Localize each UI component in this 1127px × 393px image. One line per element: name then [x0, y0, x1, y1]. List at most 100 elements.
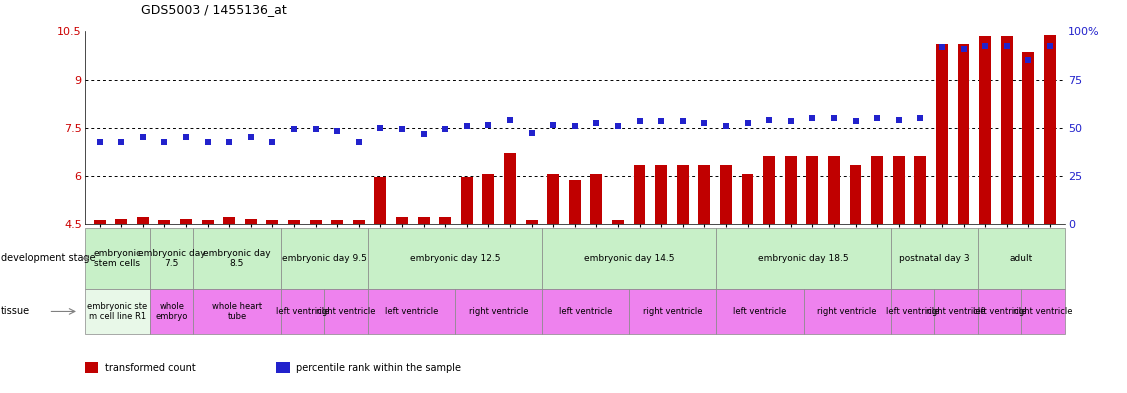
Bar	[591, 174, 602, 224]
Point	[436, 126, 454, 132]
Bar	[461, 178, 472, 224]
Text: development stage: development stage	[1, 253, 96, 263]
Bar	[310, 220, 321, 224]
Bar	[418, 217, 429, 224]
Point	[479, 121, 497, 128]
Point	[587, 120, 605, 126]
Text: left ventricle: left ventricle	[559, 307, 612, 316]
Point	[1019, 57, 1037, 63]
Bar	[1001, 36, 1013, 224]
Text: embryonic day 9.5: embryonic day 9.5	[282, 254, 366, 263]
Text: right ventricle: right ventricle	[317, 307, 375, 316]
Text: embryonic day 18.5: embryonic day 18.5	[758, 254, 849, 263]
Text: left ventricle: left ventricle	[384, 307, 438, 316]
Text: GDS5003 / 1455136_at: GDS5003 / 1455136_at	[141, 3, 286, 16]
Text: right ventricle: right ventricle	[817, 307, 877, 316]
Point	[502, 117, 520, 123]
Point	[630, 118, 648, 125]
Point	[393, 126, 411, 132]
Bar	[934, 289, 978, 334]
Point	[782, 118, 800, 125]
Bar	[1044, 35, 1056, 224]
Text: right ventricle: right ventricle	[469, 307, 529, 316]
Bar	[720, 165, 731, 224]
Point	[889, 117, 907, 123]
Bar	[374, 178, 387, 224]
Point	[242, 134, 260, 140]
Bar	[136, 217, 149, 224]
Bar	[94, 220, 106, 224]
Bar	[890, 228, 978, 289]
Bar	[629, 289, 717, 334]
Bar	[455, 289, 542, 334]
Bar	[289, 220, 300, 224]
Point	[695, 120, 713, 126]
Bar	[784, 156, 797, 224]
Bar	[804, 289, 890, 334]
Point	[933, 44, 951, 51]
Point	[717, 123, 735, 129]
Text: right ventricle: right ventricle	[1013, 307, 1073, 316]
Bar	[150, 228, 194, 289]
Text: left ventricle: left ventricle	[276, 307, 329, 316]
Bar	[890, 289, 934, 334]
Point	[997, 43, 1015, 49]
Bar	[150, 289, 194, 334]
Point	[285, 126, 303, 132]
Bar	[266, 220, 278, 224]
Point	[113, 139, 131, 145]
Point	[328, 128, 346, 134]
Text: right ventricle: right ventricle	[644, 307, 702, 316]
Text: left ventricle: left ventricle	[734, 307, 787, 316]
Text: postnatal day 3: postnatal day 3	[899, 254, 969, 263]
Bar	[396, 217, 408, 224]
Text: adult: adult	[1010, 254, 1033, 263]
Bar	[633, 165, 646, 224]
Text: whole heart
tube: whole heart tube	[212, 302, 263, 321]
Bar	[276, 362, 290, 373]
Text: embryonic ste
m cell line R1: embryonic ste m cell line R1	[87, 302, 148, 321]
Point	[609, 123, 627, 129]
Bar	[504, 153, 516, 224]
Point	[760, 117, 778, 123]
Bar	[612, 220, 624, 224]
Bar	[194, 289, 281, 334]
Point	[220, 139, 238, 145]
Bar	[569, 180, 580, 224]
Bar	[482, 174, 495, 224]
Bar	[85, 362, 98, 373]
Bar	[159, 220, 170, 224]
Text: embryonic day 12.5: embryonic day 12.5	[410, 254, 500, 263]
Bar	[331, 220, 343, 224]
Text: tissue: tissue	[1, 307, 30, 316]
Bar	[180, 219, 192, 224]
Bar	[850, 165, 861, 224]
Point	[738, 120, 756, 126]
Bar	[245, 219, 257, 224]
Bar	[367, 228, 542, 289]
Bar	[978, 228, 1065, 289]
Point	[566, 123, 584, 129]
Bar	[1022, 52, 1035, 224]
Bar	[871, 156, 884, 224]
Point	[264, 139, 282, 145]
Bar	[85, 228, 150, 289]
Text: embryonic day
8.5: embryonic day 8.5	[203, 249, 270, 268]
Bar	[281, 228, 367, 289]
Bar	[717, 228, 890, 289]
Text: whole
embryo: whole embryo	[156, 302, 188, 321]
Bar	[742, 174, 754, 224]
Bar	[367, 289, 455, 334]
Bar	[548, 174, 559, 224]
Point	[955, 46, 973, 52]
Point	[674, 118, 692, 125]
Text: transformed count: transformed count	[105, 363, 196, 373]
Text: left ventricle: left ventricle	[973, 307, 1027, 316]
Point	[653, 118, 671, 125]
Bar	[115, 219, 127, 224]
Text: left ventricle: left ventricle	[886, 307, 939, 316]
Bar	[542, 289, 629, 334]
Bar	[1021, 289, 1065, 334]
Bar	[893, 156, 905, 224]
Point	[90, 139, 108, 145]
